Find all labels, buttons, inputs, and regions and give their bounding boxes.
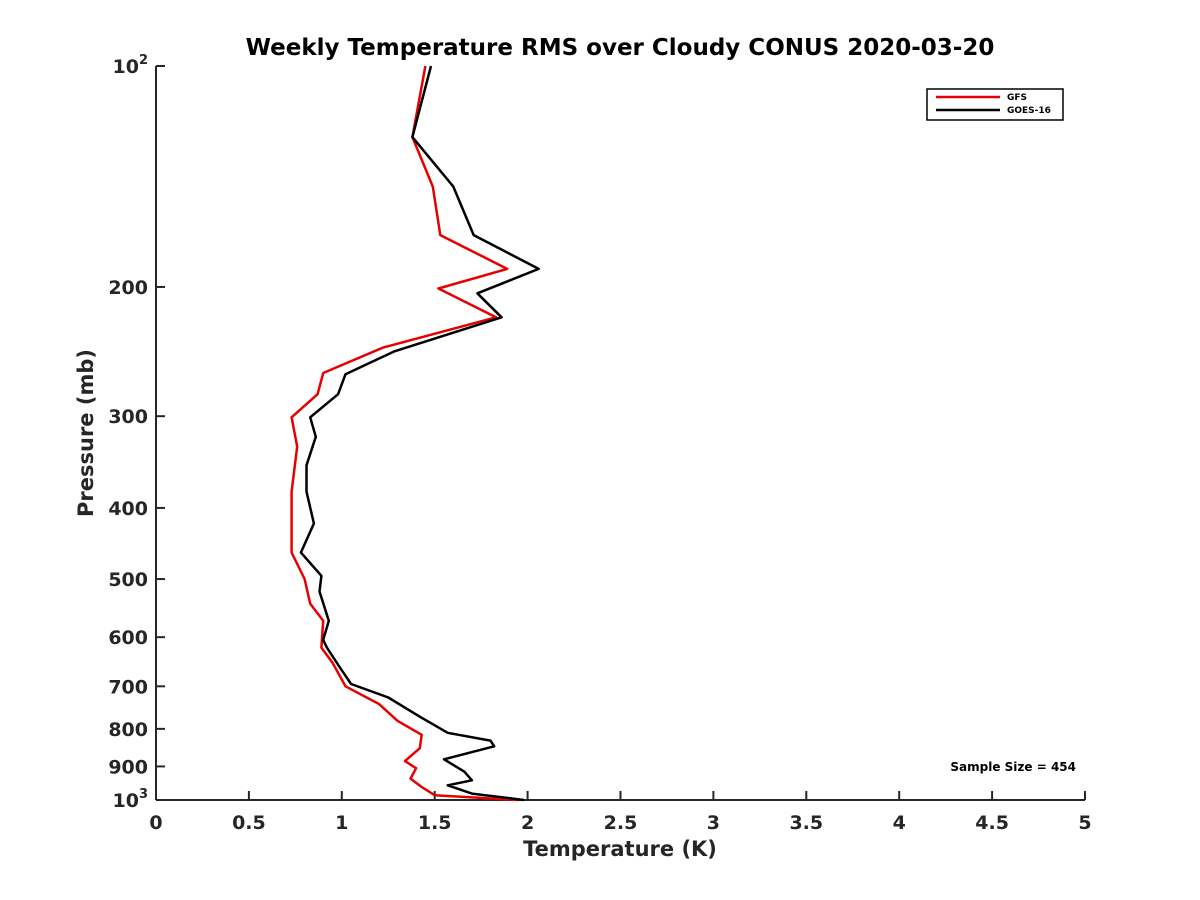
- y-tick-exponent: 3: [139, 787, 148, 802]
- y-tick-label: 400: [108, 498, 148, 520]
- x-tick-label: 4.5: [975, 812, 1009, 834]
- legend-label-goes16: GOES-16: [1007, 106, 1051, 116]
- y-tick-label: 103: [113, 787, 149, 812]
- y-tick-exponent: 2: [139, 53, 148, 68]
- y-tick-label: 300: [108, 406, 148, 428]
- plot-area: 0 0.5 1 1.5 2 2.5 3 3.5 4 4.5 5 102200300400500600…: [108, 53, 1091, 834]
- x-tick-label: 4: [893, 812, 906, 834]
- x-axis-label: Temperature (K): [523, 837, 717, 861]
- y-tick-label: 800: [108, 719, 148, 741]
- y-tick-base: 10: [113, 790, 139, 812]
- x-tick-label: 3: [707, 812, 720, 834]
- x-tick-label: 1: [335, 812, 348, 834]
- y-tick-label: 102: [113, 53, 149, 78]
- y-tick-label: 200: [108, 277, 148, 299]
- x-tick-label: 2: [521, 812, 534, 834]
- y-tick-label: 700: [108, 676, 148, 698]
- x-tick-label: 5: [1078, 812, 1091, 834]
- y-tick-label: 600: [108, 627, 148, 649]
- legend: GFS GOES-16: [926, 88, 1064, 121]
- series-line-goes16: [299, 65, 540, 802]
- y-tick-label: 900: [108, 756, 148, 778]
- series-lines: [290, 65, 540, 802]
- x-tick-label: 3.5: [789, 812, 823, 834]
- legend-box: [926, 88, 1064, 121]
- y-tick-label: 500: [108, 569, 148, 591]
- y-axis-label: Pressure (mb): [74, 349, 98, 517]
- x-tick-label: 2.5: [604, 812, 638, 834]
- x-tick-label: 0.5: [232, 812, 266, 834]
- series-line-gfs: [290, 65, 519, 802]
- sample-size-annotation: Sample Size = 454: [950, 760, 1076, 774]
- y-tick-base: 10: [113, 56, 139, 78]
- x-tick-label: 1.5: [418, 812, 452, 834]
- x-tick-label: 0: [149, 812, 162, 834]
- chart-title: Weekly Temperature RMS over Cloudy CONUS…: [246, 35, 995, 61]
- legend-label-gfs: GFS: [1007, 93, 1027, 103]
- x-axis-ticks: 0 0.5 1 1.5 2 2.5 3 3.5 4 4.5 5: [149, 791, 1092, 834]
